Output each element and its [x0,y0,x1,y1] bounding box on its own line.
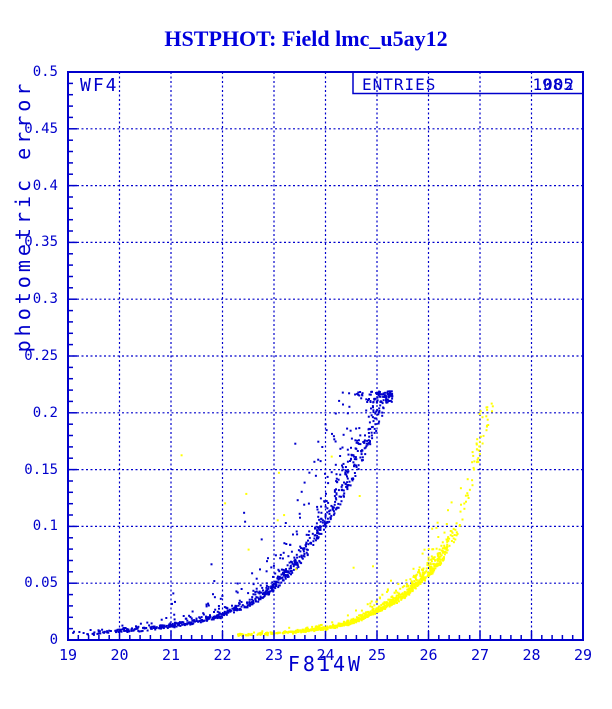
y-tick-label: 0.35 [24,234,58,251]
x-tick-label: 26 [419,646,438,664]
y-tick-label: 0.05 [24,575,58,592]
x-tick-label: 19 [58,646,78,664]
x-tick-label: 27 [470,646,490,664]
chip-label: WF4 [80,75,119,96]
entries-legend-label: ENTRIES [362,75,437,94]
entries-count-2: 985 [542,75,574,94]
y-tick-label: 0.1 [32,518,58,535]
y-tick-label: 0.45 [24,120,58,137]
x-tick-label: 25 [367,646,387,664]
y-tick-label: 0.25 [24,348,58,364]
y-tick-label: 0.3 [32,291,58,308]
x-tick-label: 24 [316,646,335,664]
page-title: HSTPHOT: Field lmc_u5ay12 [164,26,448,51]
y-tick-label: 0 [49,632,58,648]
y-tick-label: 0.5 [32,64,58,80]
entries-count-1: 1002 [532,75,575,94]
x-axis-label: F814W [287,652,364,676]
x-tick-label: 21 [161,646,181,664]
x-tick-label: 20 [110,646,129,664]
y-tick-label: 0.15 [24,461,58,478]
x-tick-label: 28 [522,646,541,664]
x-tick-label: 22 [213,646,232,664]
y-axis-label: photometric error [11,79,35,353]
y-tick-label: 0.4 [32,177,58,194]
y-tick-label: 0.2 [32,404,58,421]
x-tick-label: 29 [573,646,593,664]
x-tick-label: 23 [264,646,284,664]
